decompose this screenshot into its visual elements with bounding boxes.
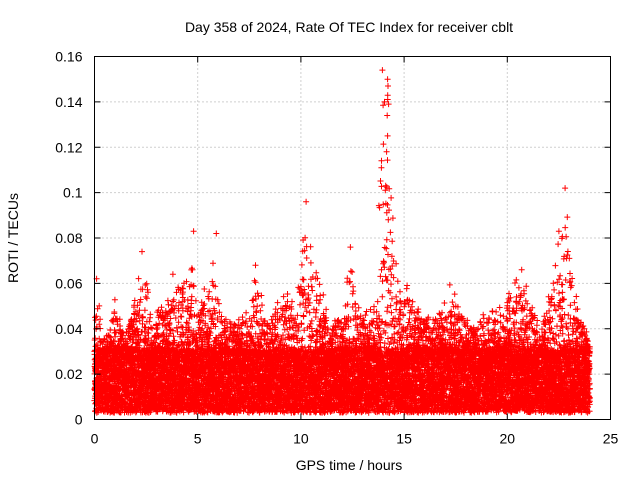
y-tick-label: 0.06 [55, 275, 82, 291]
axis-ticks [94, 56, 611, 420]
x-tick-label: 20 [500, 431, 516, 447]
scatter-points [91, 67, 593, 416]
y-axis-tick-labels: 0 0.02 0.04 0.06 0.08 0.1 0.12 0.14 0.16 [55, 49, 82, 428]
y-tick-label: 0 [75, 412, 83, 428]
y-tick-label: 0.04 [55, 321, 82, 337]
y-tick-label: 0.1 [63, 185, 83, 201]
x-axis-label: GPS time / hours [296, 457, 403, 473]
y-tick-label: 0.08 [55, 230, 82, 246]
x-tick-label: 0 [91, 431, 99, 447]
y-tick-label: 0.02 [55, 366, 82, 382]
grid-layer [94, 56, 611, 420]
y-tick-label: 0.14 [55, 94, 82, 110]
x-tick-label: 10 [293, 431, 309, 447]
y-axis-label: ROTI / TECUs [5, 193, 21, 283]
y-tick-label: 0.16 [55, 49, 82, 65]
x-tick-label: 5 [194, 431, 202, 447]
y-tick-label: 0.12 [55, 139, 82, 155]
x-tick-label: 25 [603, 431, 619, 447]
x-tick-label: 15 [396, 431, 412, 447]
chart-title: Day 358 of 2024, Rate Of TEC Index for r… [185, 19, 513, 35]
x-axis-tick-labels: 0 5 10 15 20 25 [91, 431, 619, 447]
data-points [91, 67, 593, 416]
